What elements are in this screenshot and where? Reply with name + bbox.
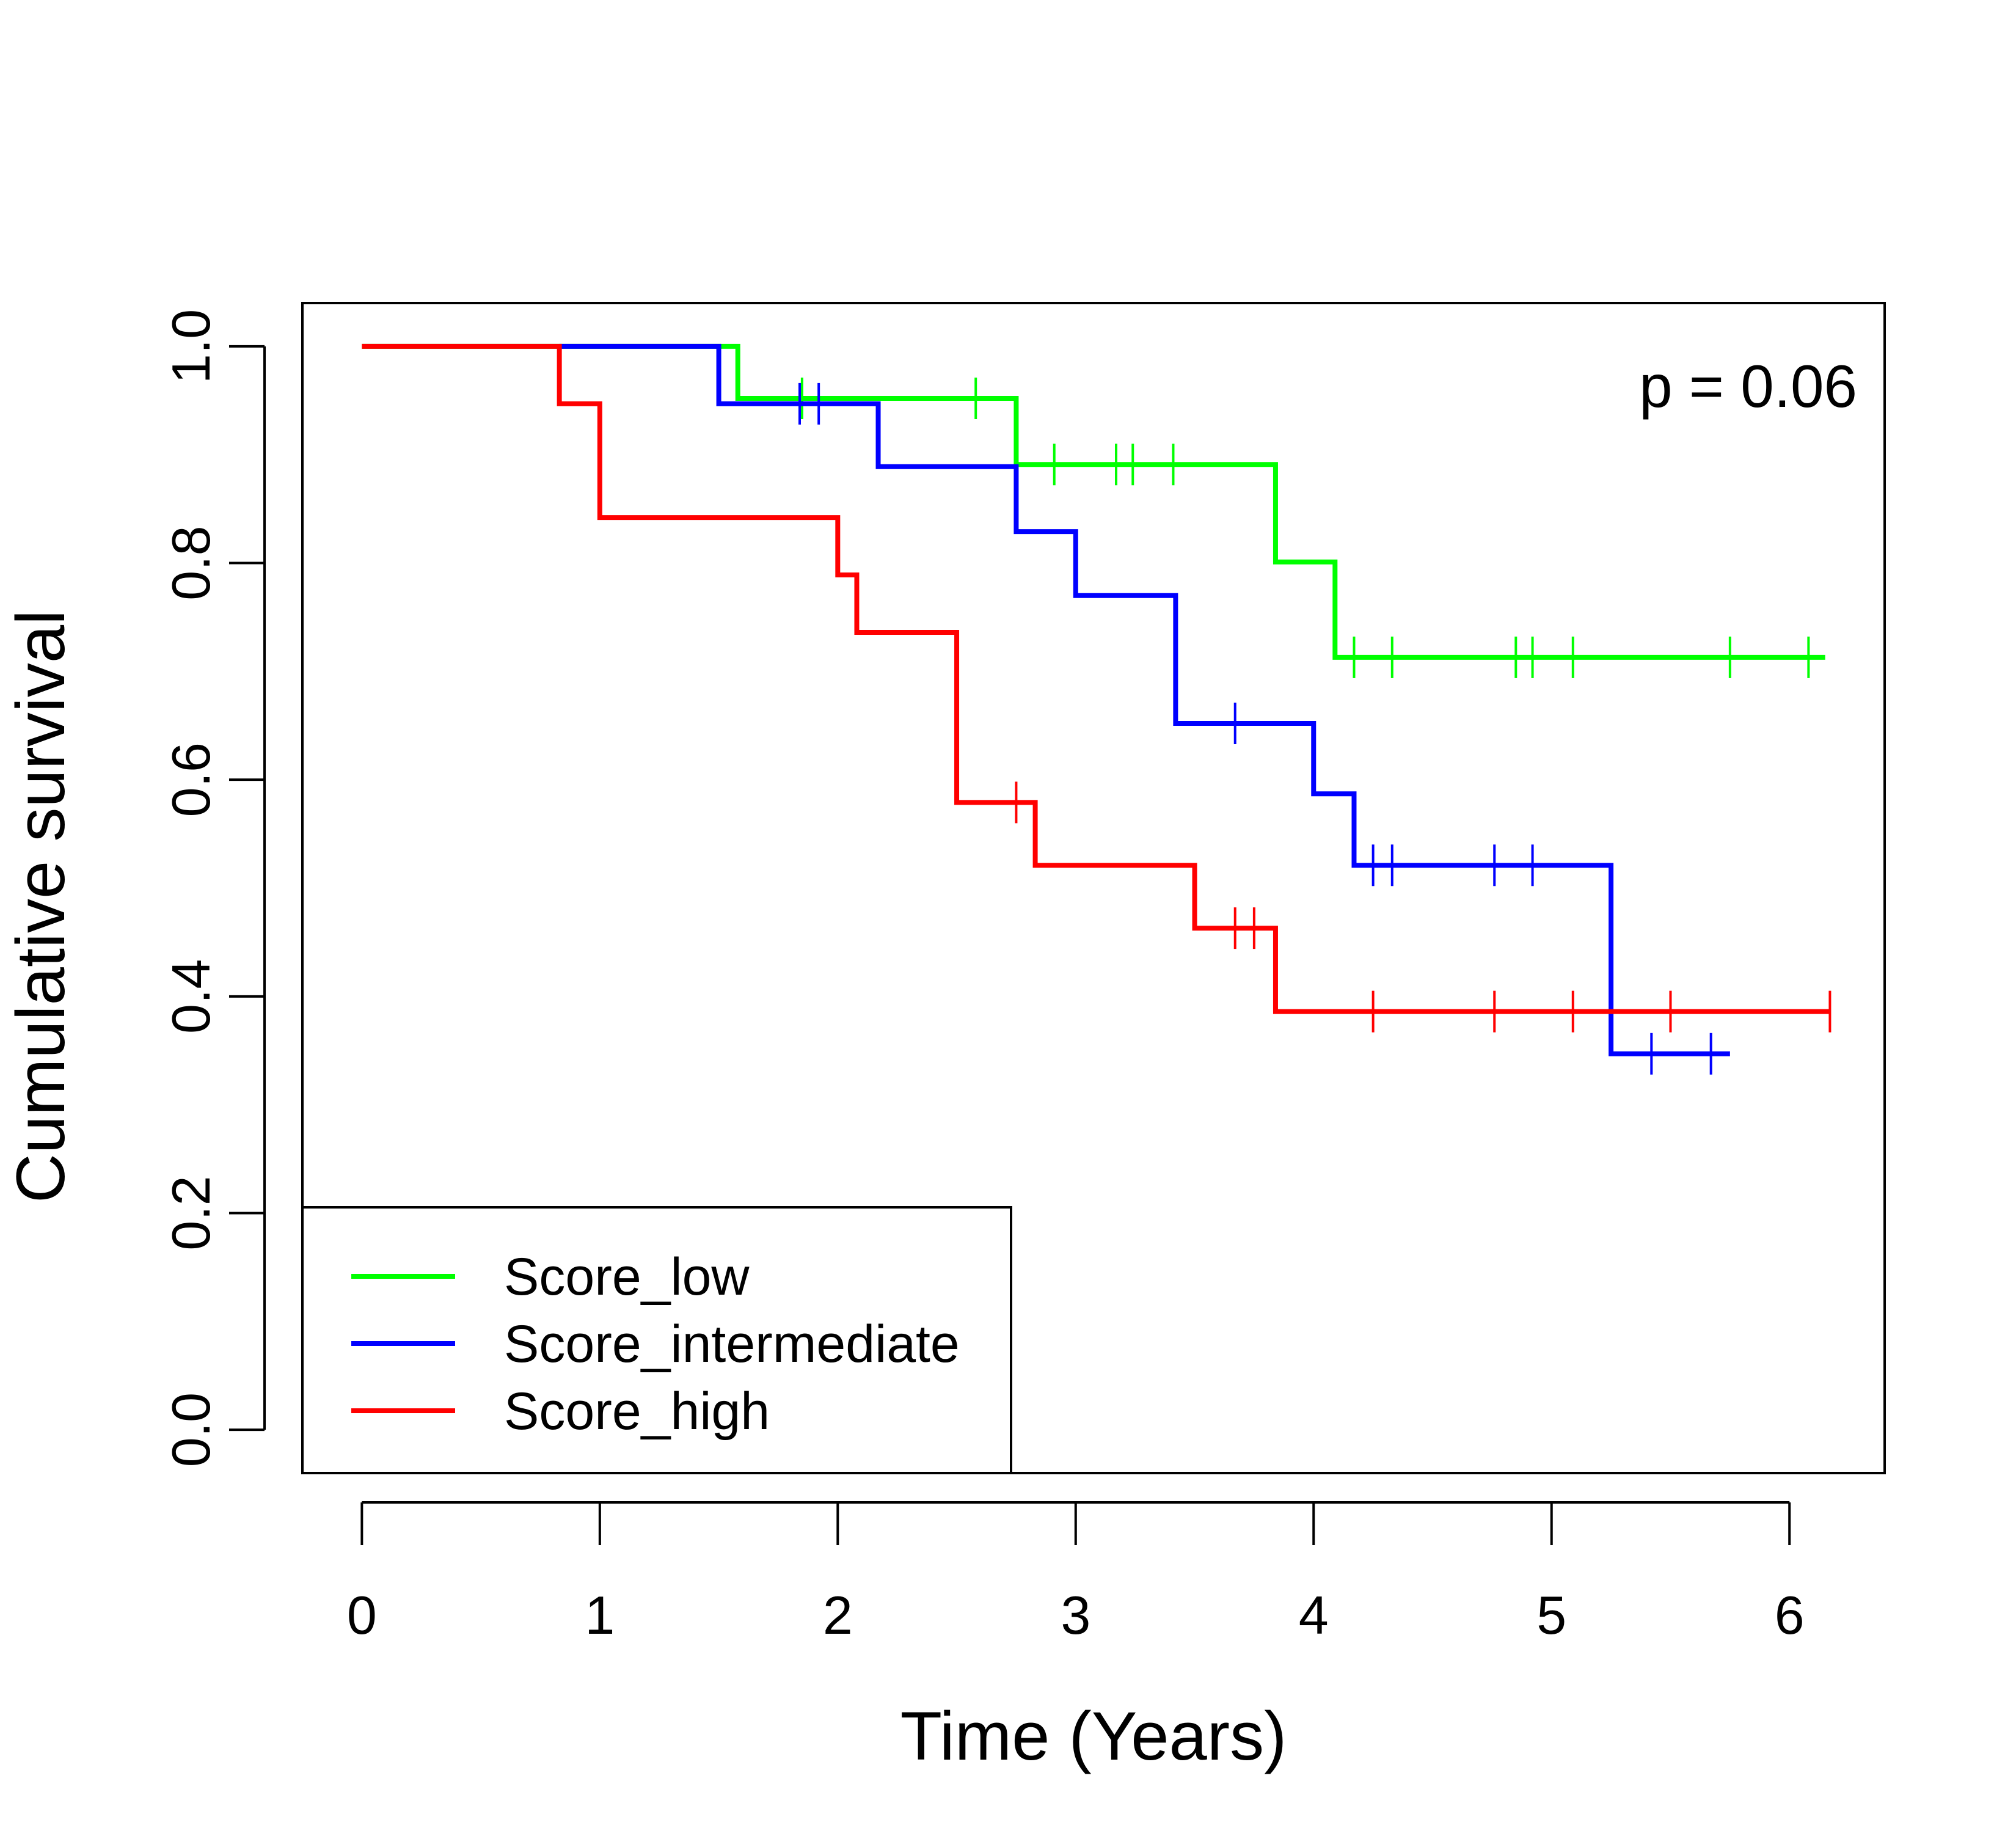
x-tick-label: 6 bbox=[1775, 1585, 1805, 1645]
y-tick-label: 0.0 bbox=[161, 1392, 221, 1467]
x-tick-label: 3 bbox=[1061, 1585, 1090, 1645]
chart-svg: 0 1 2 3 4 5 60.00.20.40.60.81.0 Score_lowScore… bbox=[0, 0, 2016, 1833]
legend-label: Score_low bbox=[504, 1248, 750, 1306]
y-tick-label: 0.4 bbox=[161, 959, 221, 1034]
y-tick-label: 0.2 bbox=[161, 1176, 221, 1250]
kaplan-meier-chart: 0 1 2 3 4 5 6 0.0 0.2 0.4 0.6 0.8 1.0 Score_low Score… bbox=[0, 0, 2016, 1833]
x-tick-label: 4 bbox=[1299, 1585, 1329, 1645]
y-tick-label: 0.8 bbox=[161, 525, 221, 600]
x-tick-label: 0 bbox=[347, 1585, 377, 1645]
x-axis-title: Time (Years) bbox=[900, 1698, 1287, 1774]
legend-label: Score_high bbox=[504, 1382, 770, 1441]
x-tick-label: 5 bbox=[1536, 1585, 1566, 1645]
y-tick-label: 1.0 bbox=[161, 309, 221, 384]
legend-label: Score_intermediate bbox=[504, 1315, 960, 1373]
legend: Score_low Score_intermediate Score_high bbox=[302, 1207, 1011, 1473]
p-value-annotation: p = 0.06 bbox=[1639, 353, 1857, 420]
x-tick-label: 1 bbox=[585, 1585, 615, 1645]
x-tick-label: 2 bbox=[823, 1585, 853, 1645]
y-axis-title: Cumulative survival bbox=[2, 610, 79, 1203]
y-tick-label: 0.6 bbox=[161, 742, 221, 817]
